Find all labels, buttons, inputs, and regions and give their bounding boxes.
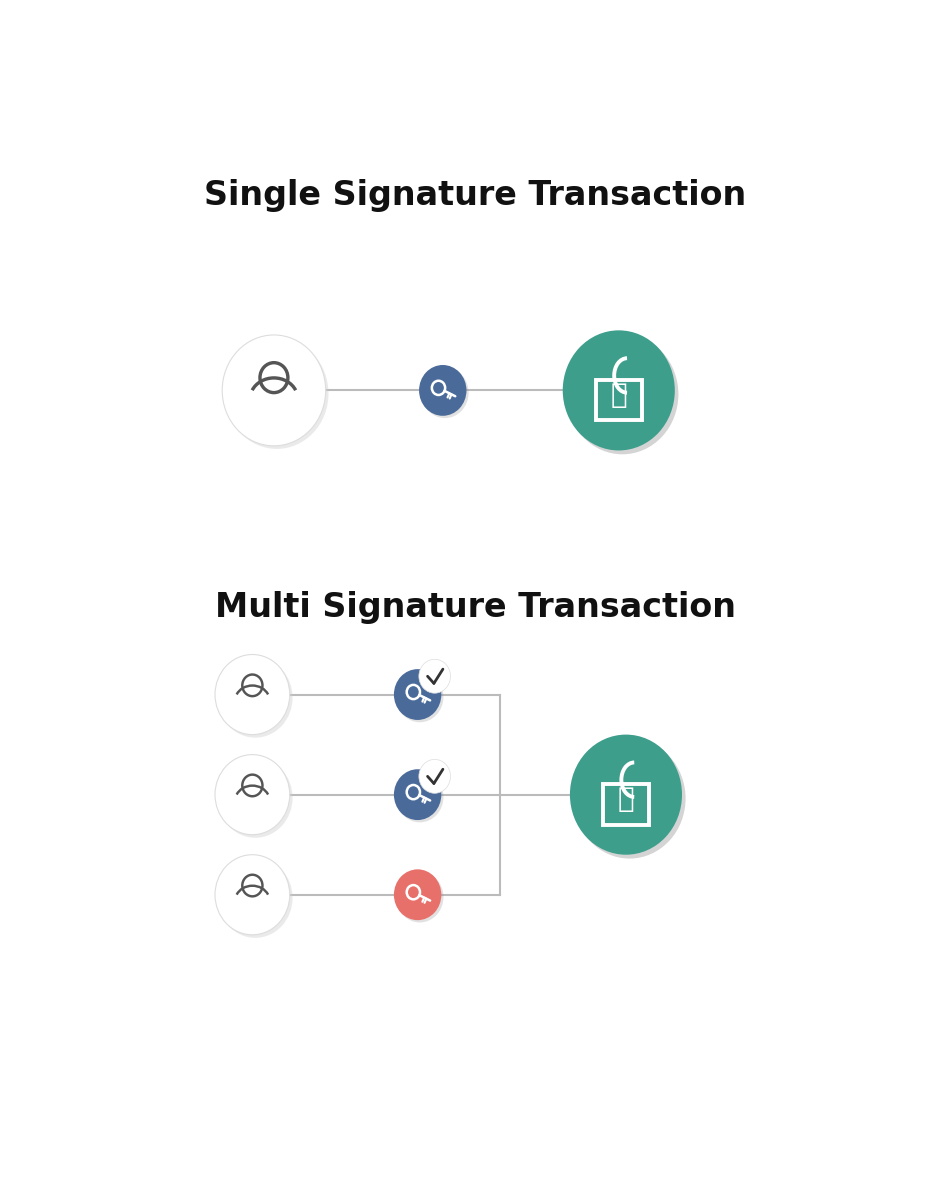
Circle shape [574,738,686,858]
Circle shape [394,769,441,820]
Circle shape [218,858,293,938]
Circle shape [396,772,443,822]
Circle shape [570,734,682,854]
Circle shape [218,757,293,838]
Text: ₿: ₿ [617,786,634,814]
Text: Single Signature Transaction: Single Signature Transaction [204,179,746,211]
Circle shape [215,654,290,734]
Circle shape [563,330,675,450]
Circle shape [215,755,290,835]
Text: ₿: ₿ [611,382,627,409]
Circle shape [419,365,466,416]
Circle shape [394,670,441,720]
Circle shape [222,335,325,446]
Circle shape [396,672,443,722]
Circle shape [394,869,441,920]
Circle shape [396,871,443,923]
Circle shape [421,367,469,418]
Circle shape [419,760,451,793]
Circle shape [215,854,290,935]
Text: Multi Signature Transaction: Multi Signature Transaction [214,590,736,624]
Circle shape [225,338,328,449]
Circle shape [566,334,679,455]
Circle shape [218,658,293,738]
Circle shape [419,659,451,694]
